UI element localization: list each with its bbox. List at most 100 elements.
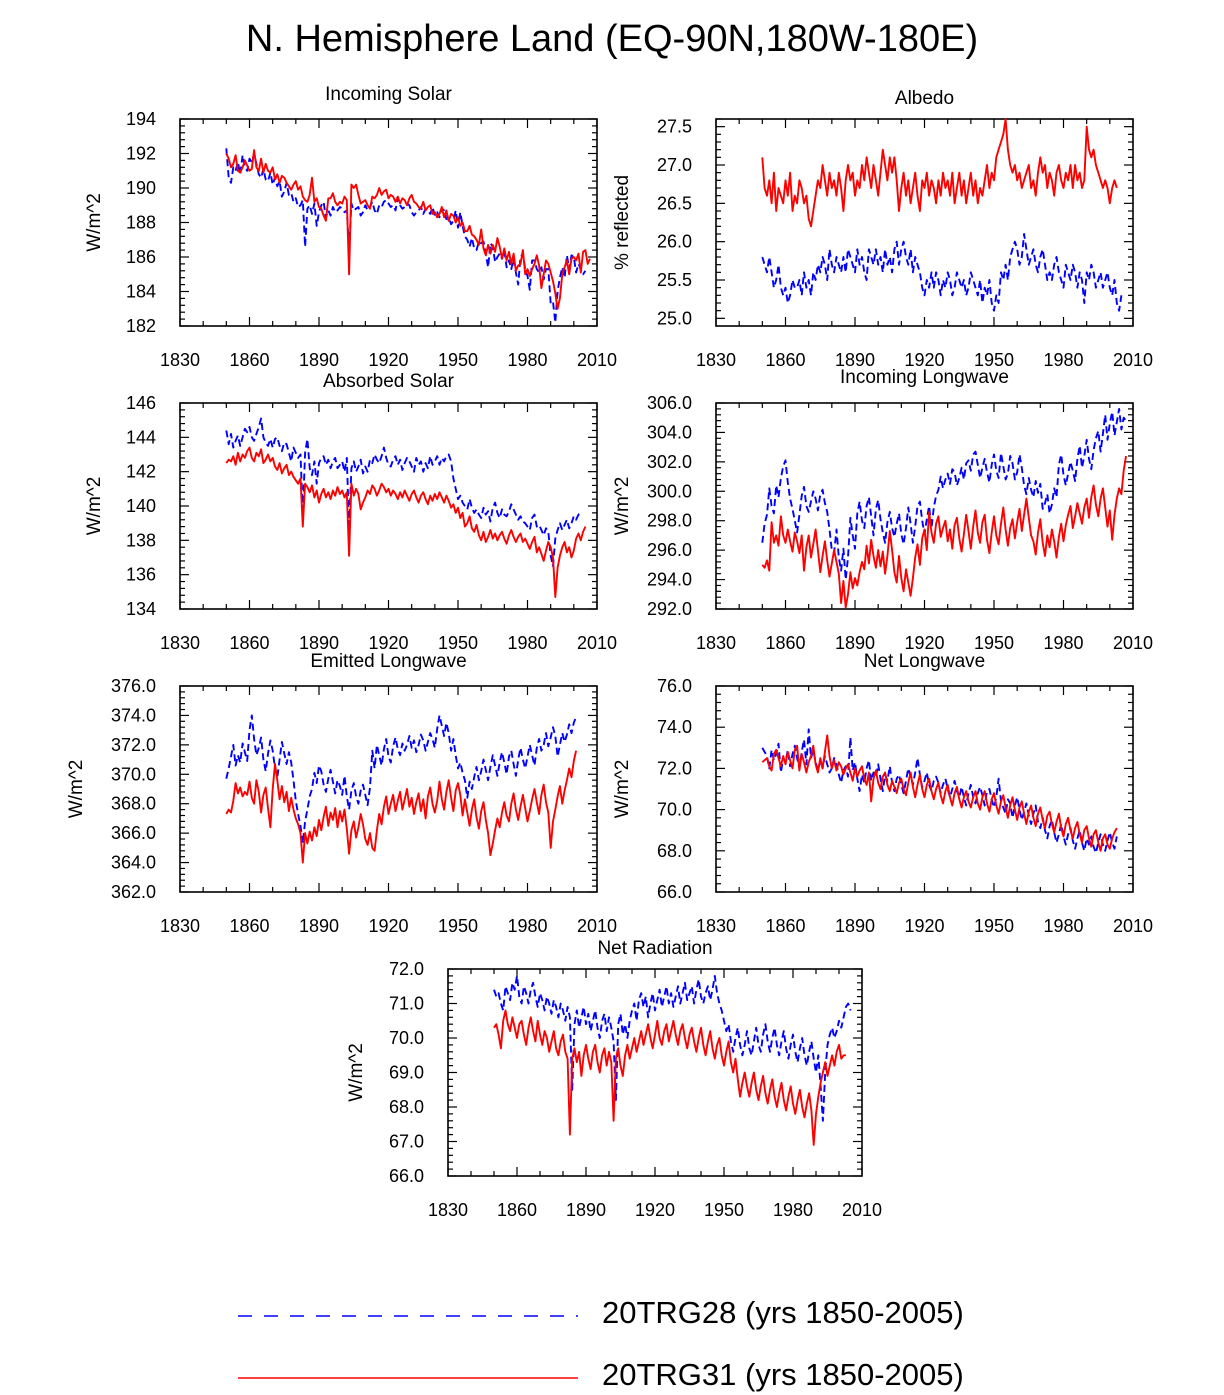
x-tick-label: 1950 — [704, 1200, 744, 1220]
y-tick-label: 298.0 — [647, 511, 692, 531]
y-tick-label: 294.0 — [647, 570, 692, 590]
y-tick-label: 66.0 — [389, 1166, 424, 1186]
y-tick-label: 68.0 — [657, 841, 692, 861]
x-tick-label: 1950 — [974, 633, 1014, 653]
x-tick-label: 1830 — [160, 350, 200, 370]
x-tick-label: 1890 — [299, 916, 339, 936]
y-tick-label: 70.0 — [389, 1028, 424, 1048]
y-tick-label: 296.0 — [647, 540, 692, 560]
series-line-20trg28 — [493, 974, 852, 1122]
series-line-20trg31 — [225, 750, 578, 864]
series-line-20trg28 — [225, 417, 582, 568]
x-tick-label: 2010 — [1113, 350, 1153, 370]
x-tick-label: 1860 — [229, 633, 269, 653]
series-line-20trg28 — [761, 233, 1123, 312]
y-axis-label: W/m^2 — [612, 477, 633, 536]
x-tick-label: 1830 — [160, 916, 200, 936]
plot-frame — [715, 685, 1134, 893]
chart-title: Absorbed Solar — [323, 371, 455, 392]
chart-panel-incoming-solar: 1830 1860 1890 1920 1950 1980 2010 182 184 186 188… — [84, 84, 617, 370]
plot-frame — [179, 402, 598, 610]
x-tick-label: 1890 — [299, 350, 339, 370]
y-tick-label: 186 — [126, 247, 156, 267]
y-tick-label: 372.0 — [111, 735, 156, 755]
x-tick-label: 1860 — [229, 350, 269, 370]
y-tick-label: 27.0 — [657, 155, 692, 175]
y-tick-label: 300.0 — [647, 481, 692, 501]
chart-title: Incoming Solar — [325, 84, 452, 105]
x-tick-label: 1830 — [160, 633, 200, 653]
x-tick-label: 2010 — [842, 1200, 882, 1220]
series-line-20trg28 — [761, 407, 1127, 581]
legend-label-20trg31: 20TRG31 (yrs 1850-2005) — [602, 1357, 964, 1392]
x-tick-label: 2010 — [577, 916, 617, 936]
x-tick-label: 1830 — [696, 350, 736, 370]
x-tick-label: 1860 — [497, 1200, 537, 1220]
y-tick-label: 184 — [126, 282, 156, 302]
x-tick-label: 1980 — [1043, 350, 1083, 370]
x-tick-label: 1830 — [696, 633, 736, 653]
series-line-20trg31 — [493, 1009, 846, 1146]
series-line-20trg31 — [225, 446, 587, 598]
chart-panel-absorbed-solar: 1830 1860 1890 1920 1950 1980 2010 134 136 138 140… — [84, 371, 617, 653]
chart-panel-incoming-longwave: 1830 1860 1890 1920 1950 1980 2010 292.0 294.0 29… — [612, 367, 1153, 653]
x-tick-label: 1860 — [765, 350, 805, 370]
page-title: N. Hemisphere Land (EQ-90N,180W-180E) — [245, 18, 979, 60]
chart-panel-net-radiation: 1830 1860 1890 1920 1950 1980 2010 66.0 67.0 68.0… — [346, 938, 882, 1220]
x-tick-label: 2010 — [1113, 633, 1153, 653]
x-tick-label: 1860 — [765, 633, 805, 653]
y-tick-label: 74.0 — [657, 717, 692, 737]
y-tick-label: 134 — [126, 599, 156, 619]
y-tick-label: 72.0 — [657, 758, 692, 778]
series-line-20trg31 — [761, 118, 1118, 228]
x-tick-label: 1860 — [229, 916, 269, 936]
y-tick-label: 302.0 — [647, 452, 692, 472]
y-axis-label: W/m^2 — [84, 193, 105, 252]
x-tick-label: 1950 — [974, 350, 1014, 370]
y-axis-label: W/m^2 — [66, 760, 87, 819]
x-tick-label: 1980 — [1043, 633, 1083, 653]
y-tick-label: 144 — [126, 427, 156, 447]
y-tick-label: 192 — [126, 144, 156, 164]
x-tick-label: 1920 — [635, 1200, 675, 1220]
x-tick-label: 1950 — [438, 633, 478, 653]
x-tick-label: 1920 — [904, 916, 944, 936]
y-axis-label: % reflected — [612, 175, 633, 270]
y-tick-label: 366.0 — [111, 823, 156, 843]
chart-title: Incoming Longwave — [840, 367, 1009, 388]
chart-title: Emitted Longwave — [310, 651, 466, 672]
x-tick-label: 1980 — [773, 1200, 813, 1220]
y-tick-label: 146 — [126, 393, 156, 413]
chart-panel-net-longwave: 1830 1860 1890 1920 1950 1980 2010 66.0 68.0 70.0… — [612, 651, 1153, 936]
chart-title: Net Radiation — [597, 938, 712, 959]
x-tick-label: 1950 — [438, 916, 478, 936]
y-tick-label: 370.0 — [111, 764, 156, 784]
y-tick-label: 25.5 — [657, 270, 692, 290]
y-tick-label: 376.0 — [111, 676, 156, 696]
x-tick-label: 1890 — [835, 633, 875, 653]
x-tick-label: 1950 — [438, 350, 478, 370]
series-line-20trg31 — [761, 734, 1118, 852]
y-tick-label: 26.0 — [657, 232, 692, 252]
y-axis-label: W/m^2 — [84, 477, 105, 536]
y-tick-label: 136 — [126, 565, 156, 585]
x-tick-label: 1920 — [904, 633, 944, 653]
x-tick-label: 1980 — [1043, 916, 1083, 936]
series-line-20trg31 — [761, 455, 1127, 609]
series-line-20trg28 — [225, 148, 587, 324]
y-tick-label: 140 — [126, 496, 156, 516]
y-tick-label: 182 — [126, 316, 156, 336]
chart-panel-albedo: 1830 1860 1890 1920 1950 1980 2010 25.0 25.5 26.0… — [612, 88, 1153, 370]
series-line-20trg31 — [225, 149, 591, 310]
x-tick-label: 1950 — [974, 916, 1014, 936]
x-tick-label: 1890 — [566, 1200, 606, 1220]
y-tick-label: 142 — [126, 462, 156, 482]
y-tick-label: 374.0 — [111, 705, 156, 725]
y-tick-label: 138 — [126, 530, 156, 550]
y-tick-label: 67.0 — [389, 1132, 424, 1152]
y-tick-label: 190 — [126, 178, 156, 198]
x-tick-label: 1830 — [428, 1200, 468, 1220]
y-axis-label: W/m^2 — [346, 1043, 367, 1102]
x-tick-label: 2010 — [1113, 916, 1153, 936]
